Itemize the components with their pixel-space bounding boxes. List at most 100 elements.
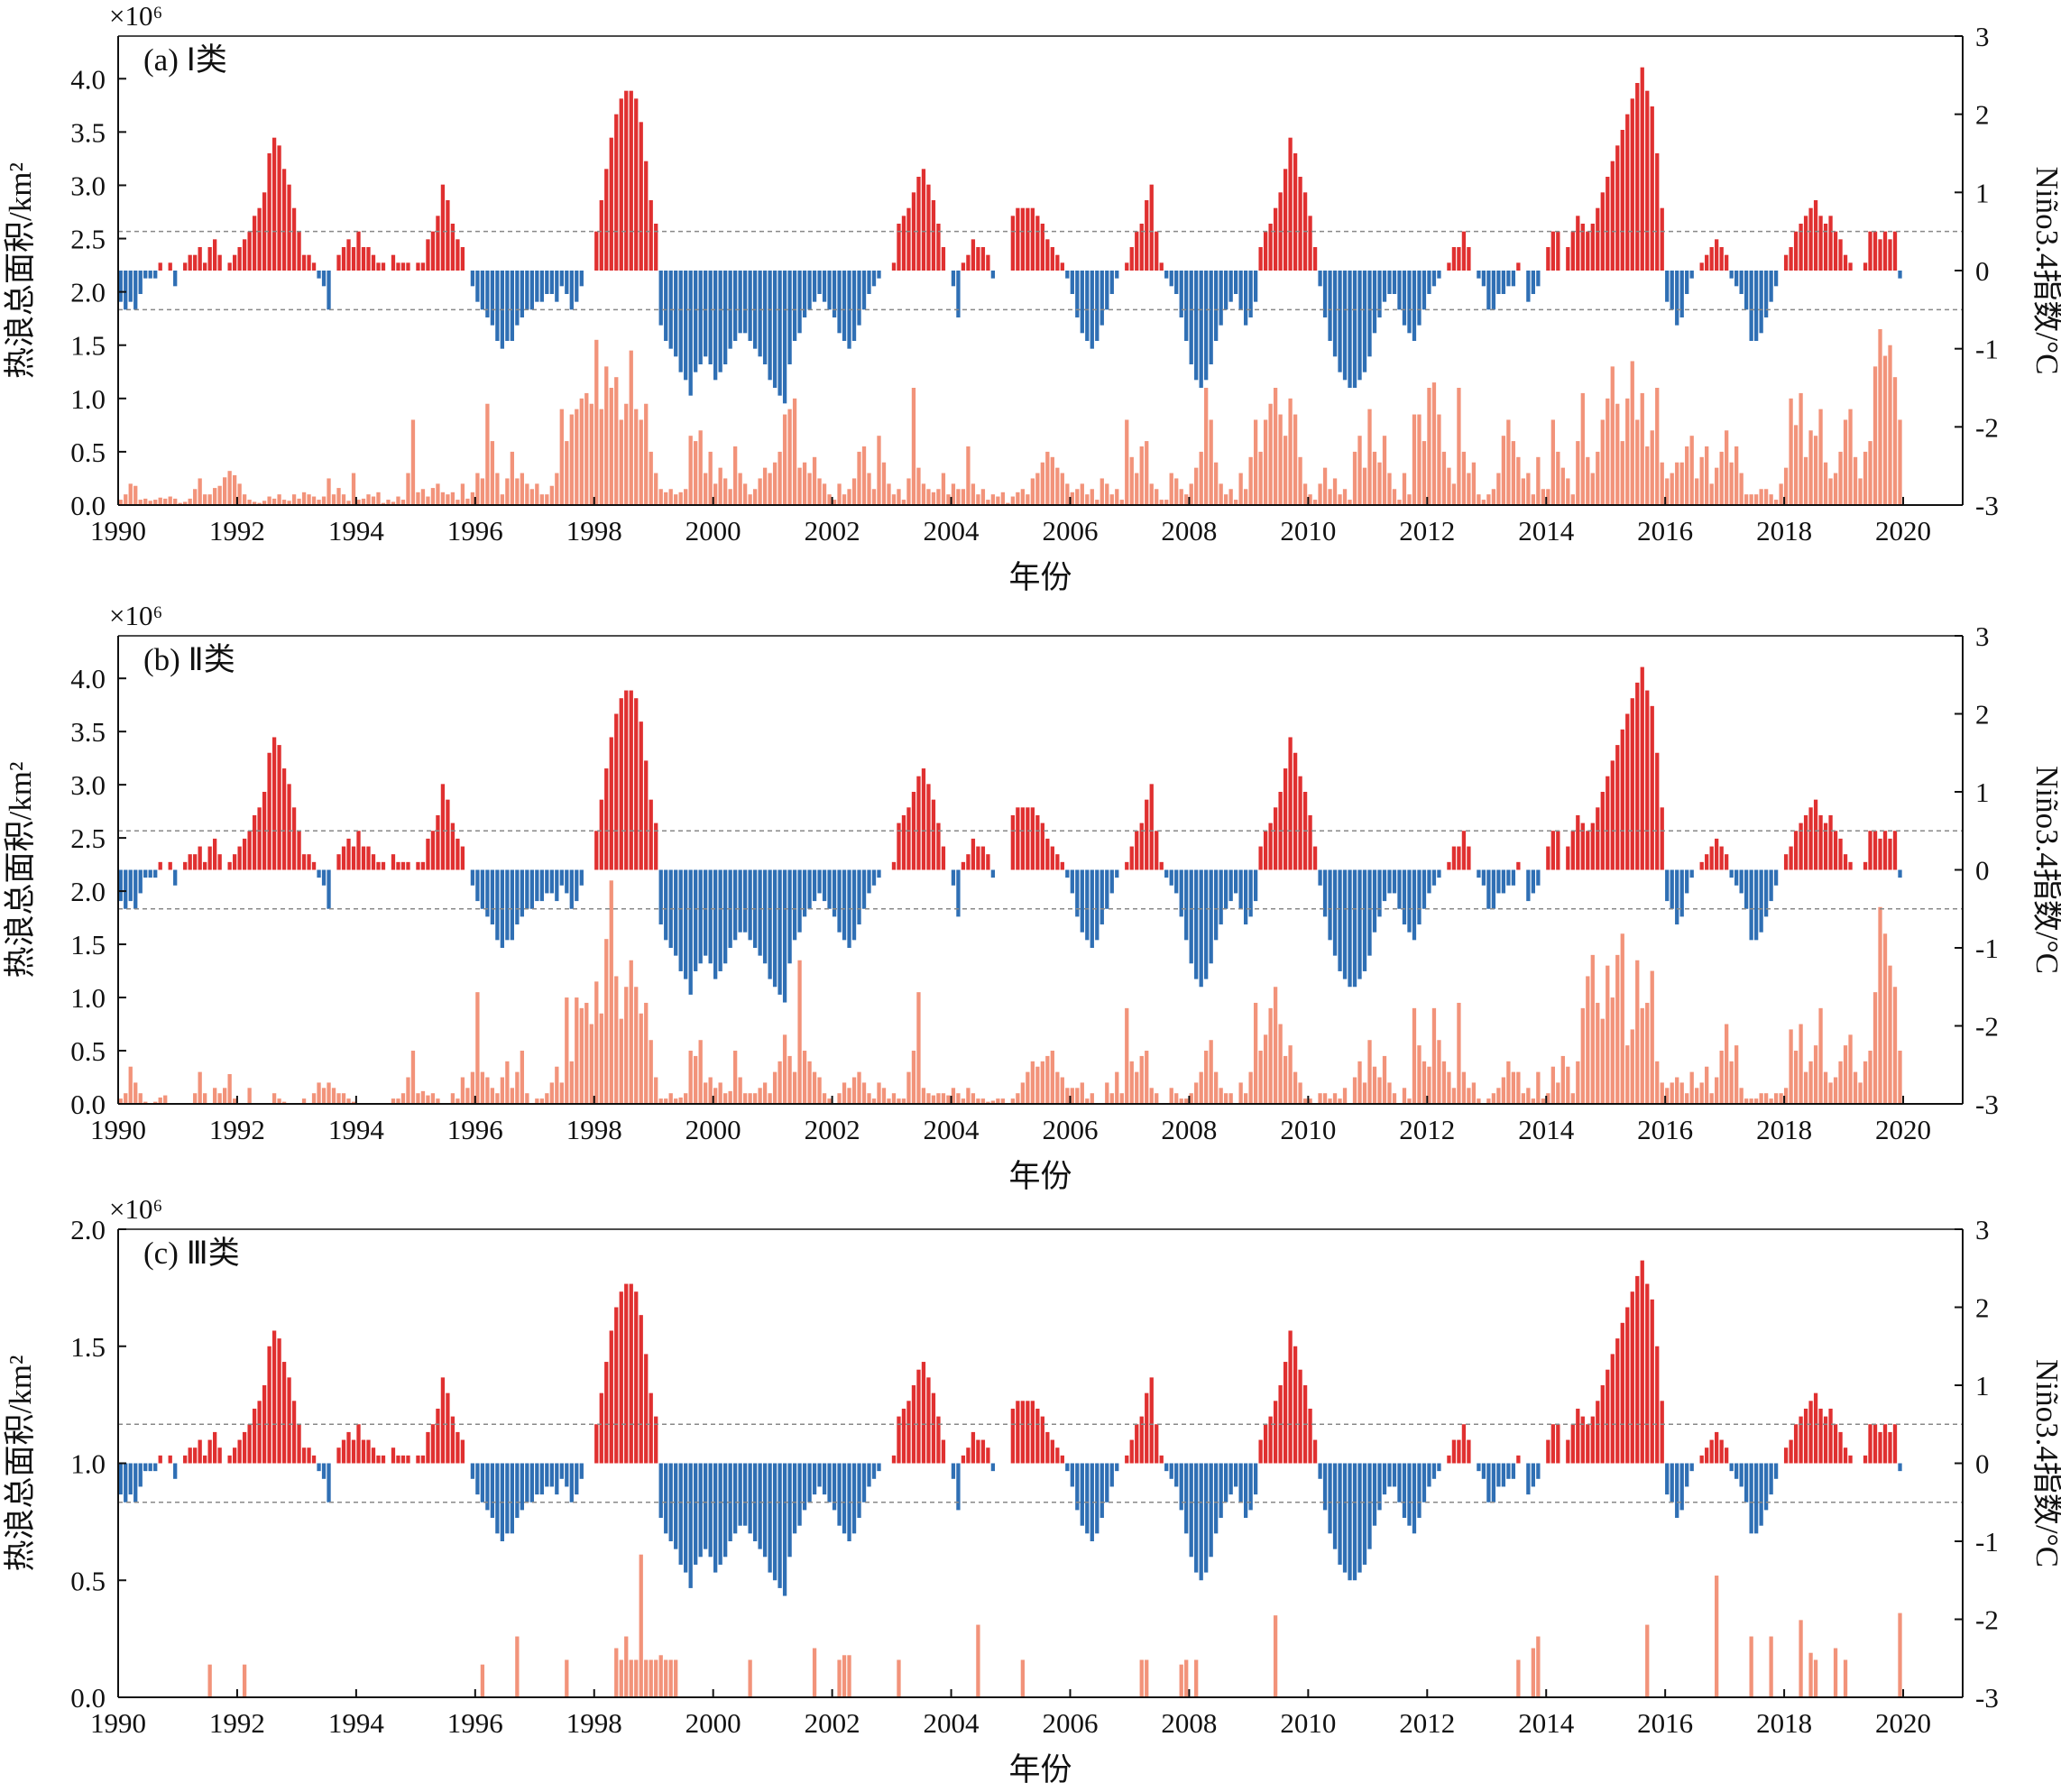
area-bar: [842, 1082, 847, 1104]
nino-cool-bar: [1898, 271, 1902, 279]
nino-cool-bar: [807, 1463, 812, 1503]
nino-cool-bar: [837, 869, 842, 933]
nino-cool-bar: [1437, 869, 1441, 878]
nino-warm-bar: [158, 1455, 162, 1464]
nino-warm-bar: [267, 1346, 271, 1464]
area-bar: [1308, 1098, 1312, 1104]
nino-cool-bar: [1224, 271, 1228, 310]
area-bar: [143, 1101, 148, 1104]
x-tick-label: 2012: [1399, 515, 1455, 547]
nino-cool-bar: [1753, 1463, 1759, 1534]
area-bar: [589, 403, 593, 505]
nino-warm-bar: [336, 854, 341, 870]
nino-warm-bar: [277, 145, 281, 271]
area-bar: [881, 462, 887, 505]
nino-cool-bar: [1749, 869, 1753, 941]
nino-warm-bar: [1882, 831, 1888, 870]
x-tick-label: 1992: [209, 515, 265, 547]
area-bar: [1531, 1648, 1536, 1697]
nino-cool-bar: [762, 869, 768, 964]
nino-warm-bar: [941, 846, 946, 870]
nino-warm-bar: [193, 854, 198, 870]
nino-warm-bar: [901, 1408, 906, 1464]
nino-warm-bar: [1026, 807, 1030, 870]
nino-cool-bar: [688, 271, 693, 396]
nino-cool-bar: [1179, 869, 1183, 917]
area-bar: [1278, 414, 1283, 505]
nino-cool-bar: [1392, 271, 1397, 294]
area-bar: [321, 496, 327, 505]
nino-warm-bar: [1596, 207, 1600, 271]
nino-cool-bar: [674, 869, 678, 956]
nino-warm-bar: [1135, 831, 1139, 870]
panel-a: 0.00.51.01.52.02.53.03.54.0-3-2-10123199…: [3, 0, 2061, 595]
nino-warm-bar: [1258, 846, 1263, 870]
nino-cool-bar: [1387, 271, 1392, 294]
y-tick-label: 2.5: [70, 822, 106, 854]
area-bar: [1312, 500, 1318, 505]
area-bar: [440, 492, 446, 505]
nino-cool-bar: [545, 271, 549, 294]
area-bar: [1596, 1002, 1600, 1104]
nino-warm-bar: [450, 822, 455, 870]
nino-warm-bar: [416, 1455, 420, 1464]
nino-cool-bar: [797, 869, 802, 933]
nino-cool-bar: [1744, 271, 1749, 310]
nino-cool-bar: [515, 1463, 520, 1519]
area-bar: [1685, 446, 1689, 505]
nino-cool-bar: [525, 869, 529, 909]
area-bar: [376, 492, 381, 505]
area-bar: [1427, 1066, 1431, 1104]
area-bar: [851, 1077, 857, 1104]
nino-cool-bar: [520, 869, 525, 917]
nino-cool-bar: [684, 869, 688, 979]
nino-warm-bar: [376, 1455, 381, 1464]
nino-warm-bar: [614, 114, 619, 271]
area-bar: [614, 976, 619, 1104]
area-bar: [1342, 489, 1348, 505]
area-bar: [1139, 446, 1144, 505]
nino-cool-bar: [768, 1463, 772, 1573]
area-bar: [1085, 1098, 1090, 1104]
nino-warm-bar: [1288, 1330, 1293, 1464]
x-tick-label: 1996: [447, 1114, 503, 1145]
area-bar: [1263, 419, 1268, 505]
nino-warm-bar: [1283, 768, 1288, 870]
area-bar: [961, 1098, 966, 1104]
nino-warm-bar: [1660, 1401, 1664, 1464]
nino-cool-bar: [1679, 271, 1684, 317]
y2-tick-label: 1: [1975, 777, 1990, 808]
nino-warm-bar: [1808, 207, 1813, 271]
area-bar: [565, 441, 569, 505]
nino-cool-bar: [148, 869, 152, 878]
nino-warm-bar: [267, 752, 271, 870]
nino-warm-bar: [341, 1439, 346, 1464]
area-bar: [1536, 1636, 1541, 1697]
area-bar: [1600, 1018, 1605, 1104]
area-bar: [301, 1098, 307, 1104]
area-bar: [1640, 392, 1644, 505]
nino-cool-bar: [128, 869, 133, 902]
area-bar: [1283, 436, 1288, 505]
area-bar: [1204, 388, 1209, 505]
area-bar: [1511, 441, 1516, 505]
area-bar: [1377, 462, 1382, 505]
nino-warm-bar: [426, 1431, 430, 1464]
nino-cool-bar: [1511, 1463, 1516, 1479]
area-bar: [688, 1051, 693, 1104]
area-bar: [728, 489, 732, 505]
area-bar: [1531, 1098, 1536, 1104]
y-tick-label: 0.0: [70, 1089, 106, 1120]
nino-warm-bar: [1155, 1424, 1159, 1464]
nino-warm-bar: [1129, 846, 1134, 870]
nino-cool-bar: [1085, 869, 1090, 941]
area-bar: [1109, 494, 1114, 505]
nino-warm-bar: [629, 90, 633, 271]
area-bar: [579, 1007, 584, 1104]
nino-cool-bar: [822, 271, 827, 302]
area-bar: [1606, 965, 1610, 1104]
y2-tick-label: -3: [1975, 1089, 1999, 1120]
nino-cool-bar: [1352, 1463, 1357, 1581]
y-tick-label: 2.0: [70, 876, 106, 907]
area-bar: [1744, 1098, 1749, 1104]
